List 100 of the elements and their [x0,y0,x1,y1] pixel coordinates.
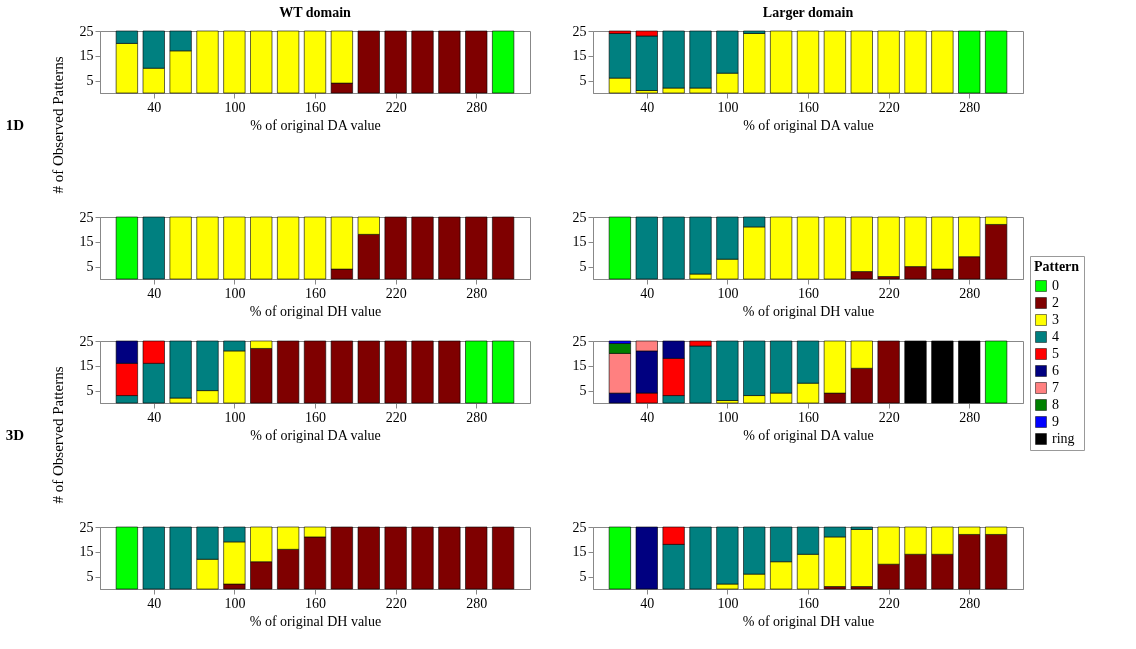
y-tick-label: 5 [86,569,94,585]
bar [465,30,488,94]
bar [115,216,138,280]
y-tick-label: 25 [572,23,587,39]
chart-title: Larger domain [762,5,854,20]
x-tick-label: 100 [717,595,739,611]
bar [716,340,739,401]
x-tick-label: 160 [305,409,326,425]
x-axis-title: % of original DA value [743,427,874,443]
y-tick-label: 5 [86,73,94,89]
x-axis-title: % of original DA value [250,117,381,133]
x-tick-label: 160 [798,409,819,425]
bar [330,340,353,404]
x-tick-label: 40 [147,409,162,425]
legend-label: 4 [1052,329,1059,344]
x-tick-label: 100 [717,409,739,425]
x-tick-label: 100 [717,99,739,115]
x-tick-label: 280 [959,99,981,115]
bar [411,216,434,280]
legend-label: ring [1052,431,1075,446]
x-axis-title: % of original DH value [742,303,875,319]
bar [384,30,407,94]
bar [608,526,631,590]
x-axis-title: % of original DH value [742,613,875,629]
bar [635,216,658,280]
bar [904,30,927,94]
bar [796,216,820,280]
bar [850,30,873,94]
x-tick-label: 280 [466,285,488,301]
bar [931,340,954,404]
legend-title: Pattern [1034,259,1080,274]
bar [142,216,165,280]
legend-label: 5 [1052,346,1059,361]
x-tick-label: 280 [466,99,488,115]
bar [985,340,1008,404]
bar [115,526,138,590]
x-tick-label: 160 [305,595,326,611]
bar [303,216,327,280]
x-tick-label: 280 [959,285,981,301]
y-tick-label: 5 [579,383,587,399]
bar [492,30,515,94]
bar [465,216,488,280]
bar [877,30,900,94]
x-axis-title: % of original DH value [249,613,382,629]
y-tick-label: 5 [579,73,587,89]
bar [196,30,219,94]
bar [277,340,300,404]
x-tick-label: 220 [878,99,900,115]
y-tick-label: 15 [79,234,94,250]
y-tick-label: 15 [572,48,587,64]
x-tick-label: 160 [798,595,819,611]
bar [330,526,353,590]
bar [689,526,712,590]
bar [492,526,515,590]
text: 3D [5,427,25,443]
bar [958,30,981,94]
y-axis-title: # of Observed Patterns [50,366,66,504]
y-tick-label: 25 [572,519,587,535]
x-tick-label: 220 [878,595,900,611]
x-tick-label: 220 [385,409,407,425]
bar [223,30,246,94]
legend-label: 8 [1052,397,1059,412]
x-axis-title: % of original DH value [249,303,382,319]
bar [662,216,685,280]
bar [904,340,927,404]
x-tick-label: 160 [305,285,326,301]
bar [223,216,246,280]
bar [823,216,846,280]
x-tick-label: 100 [717,285,739,301]
x-tick-label: 280 [466,595,488,611]
bar [796,30,820,94]
y-tick-label: 15 [572,234,587,250]
x-tick-label: 40 [147,595,162,611]
bar [438,216,461,280]
y-tick-label: 15 [79,48,94,64]
y-tick-label: 15 [572,358,587,374]
bar [931,30,954,94]
chart-title: WT domain [279,5,352,20]
bar [438,30,461,94]
bar [635,526,658,590]
legend-label: 2 [1052,295,1059,310]
x-tick-label: 40 [640,409,655,425]
y-tick-label: 5 [579,259,587,275]
bar [142,526,165,590]
x-tick-label: 160 [798,99,819,115]
x-tick-label: 220 [878,409,900,425]
x-tick-label: 100 [224,595,246,611]
bar [958,340,981,404]
y-tick-label: 25 [572,333,587,349]
bar [357,340,380,404]
y-tick-label: 25 [572,209,587,225]
x-tick-label: 40 [640,99,655,115]
bar [384,216,407,280]
bar [384,526,407,590]
legend-label: 6 [1052,363,1059,378]
y-tick-label: 15 [572,544,587,560]
x-tick-label: 220 [878,285,900,301]
legend-label: 0 [1052,278,1059,293]
bar [250,216,273,280]
x-tick-label: 220 [385,285,407,301]
